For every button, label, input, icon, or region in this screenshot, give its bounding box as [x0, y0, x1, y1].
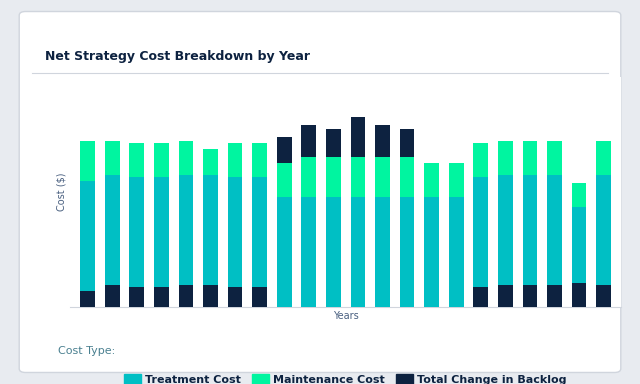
- Bar: [203, 175, 218, 285]
- Bar: [596, 141, 611, 175]
- Bar: [105, 141, 120, 175]
- Bar: [301, 197, 316, 307]
- Bar: [522, 141, 537, 175]
- Bar: [277, 137, 292, 163]
- Bar: [572, 207, 586, 283]
- Bar: [129, 177, 144, 287]
- Bar: [203, 149, 218, 175]
- Bar: [522, 285, 537, 307]
- Bar: [80, 291, 95, 307]
- Bar: [301, 157, 316, 197]
- Bar: [424, 197, 439, 307]
- Bar: [179, 175, 193, 285]
- Bar: [449, 197, 463, 307]
- Bar: [596, 285, 611, 307]
- X-axis label: Years: Years: [333, 311, 358, 321]
- Bar: [129, 287, 144, 307]
- Bar: [228, 177, 243, 287]
- Bar: [326, 129, 340, 157]
- Text: Cost Type:: Cost Type:: [58, 346, 115, 356]
- Bar: [547, 175, 562, 285]
- Bar: [80, 181, 95, 291]
- Bar: [129, 143, 144, 177]
- Bar: [399, 157, 415, 197]
- Bar: [277, 197, 292, 307]
- Bar: [375, 125, 390, 157]
- Bar: [301, 125, 316, 157]
- Bar: [474, 177, 488, 287]
- Bar: [375, 197, 390, 307]
- Bar: [105, 175, 120, 285]
- Bar: [277, 163, 292, 197]
- Bar: [228, 287, 243, 307]
- Bar: [572, 283, 586, 307]
- Bar: [154, 177, 169, 287]
- Bar: [179, 141, 193, 175]
- Bar: [375, 157, 390, 197]
- Bar: [326, 157, 340, 197]
- Bar: [498, 175, 513, 285]
- Bar: [572, 183, 586, 207]
- Y-axis label: Cost ($): Cost ($): [56, 173, 66, 211]
- Bar: [596, 175, 611, 285]
- Bar: [351, 197, 365, 307]
- Text: Net Strategy Cost Breakdown by Year: Net Strategy Cost Breakdown by Year: [45, 50, 310, 63]
- Bar: [474, 287, 488, 307]
- Bar: [547, 285, 562, 307]
- Bar: [252, 177, 267, 287]
- Bar: [228, 143, 243, 177]
- Bar: [449, 163, 463, 197]
- Bar: [252, 143, 267, 177]
- Bar: [399, 129, 415, 157]
- Bar: [351, 117, 365, 157]
- Bar: [80, 141, 95, 181]
- Bar: [252, 287, 267, 307]
- Bar: [351, 157, 365, 197]
- Bar: [474, 143, 488, 177]
- Bar: [154, 143, 169, 177]
- Bar: [498, 141, 513, 175]
- Bar: [399, 197, 415, 307]
- Bar: [547, 141, 562, 175]
- Bar: [179, 285, 193, 307]
- Bar: [326, 197, 340, 307]
- Bar: [498, 285, 513, 307]
- Bar: [203, 285, 218, 307]
- Bar: [105, 285, 120, 307]
- Bar: [154, 287, 169, 307]
- Bar: [424, 163, 439, 197]
- Legend: Treatment Cost, Maintenance Cost, Total Change in Backlog: Treatment Cost, Maintenance Cost, Total …: [120, 370, 572, 384]
- Bar: [522, 175, 537, 285]
